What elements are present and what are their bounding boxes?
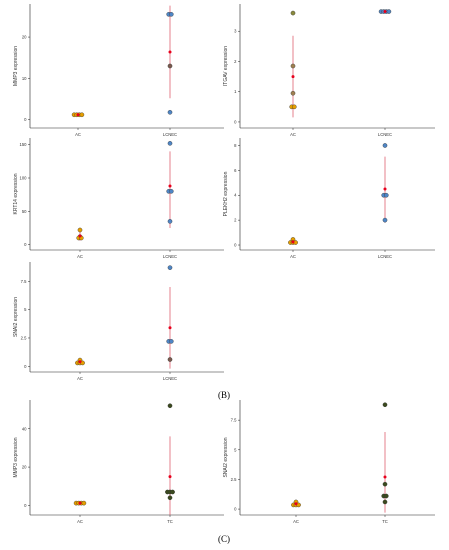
chart-7-xtick-label: TC bbox=[382, 519, 388, 524]
chart-3-mean-point-lcnec bbox=[168, 184, 172, 188]
chart-3-point-lcnec bbox=[168, 189, 174, 194]
chart-2-mean-point-lcnec bbox=[383, 10, 387, 14]
chart-4-ytick-label: 4 bbox=[234, 193, 237, 198]
chart-1-ytick-label: 0 bbox=[24, 117, 27, 122]
chart-6-mean-point-ac bbox=[78, 501, 82, 505]
chart-1-ytick-label: 10 bbox=[22, 76, 27, 81]
chart-7-xtick-label: AC bbox=[293, 519, 299, 524]
chart-6-ytick-label: 0 bbox=[24, 503, 27, 508]
chart-2-xtick-label: AC bbox=[290, 132, 296, 137]
chart-4-ytick-label: 2 bbox=[234, 218, 237, 223]
chart-1-point-lcnec bbox=[167, 63, 173, 69]
chart-7-point-tc bbox=[382, 481, 388, 487]
chart-4-xtick-label: LCNEC bbox=[378, 254, 392, 259]
chart-2-ytick-label: 2 bbox=[234, 59, 237, 64]
chart-3-mean-point-ac bbox=[78, 234, 82, 238]
chart-5-ytick-label: 2.5 bbox=[21, 335, 27, 340]
chart-7-point-tc bbox=[382, 499, 388, 505]
chart-4-ytick-label: 6 bbox=[234, 168, 237, 173]
chart-1-point-lcnec bbox=[167, 109, 173, 115]
chart-2-mean-point-ac bbox=[291, 75, 295, 79]
chart-7-ytick-label: 2.5 bbox=[231, 477, 237, 482]
chart-1-xtick-label: AC bbox=[75, 132, 81, 137]
chart-7-ytick-label: 5 bbox=[234, 447, 237, 452]
chart-5-ytick-label: 0 bbox=[24, 364, 27, 369]
chart-7-ylabel: SNAI2 expression bbox=[223, 437, 229, 477]
chart-3-xtick-label: AC bbox=[77, 254, 83, 259]
chart-5-point-lcnec bbox=[167, 357, 173, 362]
chart-6-ytick-label: 40 bbox=[22, 426, 27, 431]
chart-7-point-tc bbox=[382, 402, 388, 408]
chart-2-ytick-label: 1 bbox=[234, 89, 237, 94]
chart-7-point-tc bbox=[383, 493, 389, 499]
chart-4-ytick-label: 0 bbox=[234, 243, 237, 248]
chart-5-ytick-label: 7.5 bbox=[21, 279, 27, 284]
chart-3-ylabel: KRT14 expression bbox=[13, 173, 19, 214]
chart-3-ytick-label: 50 bbox=[22, 209, 27, 214]
chart-2-xtick-label: LCNEC bbox=[378, 132, 392, 137]
chart-2-point-ac bbox=[290, 90, 296, 96]
chart-7-mean-point-ac bbox=[294, 502, 298, 506]
chart-2-ytick-label: 3 bbox=[234, 29, 237, 34]
chart-1-mean-point-lcnec bbox=[168, 50, 172, 54]
chart-6-xtick-label: TC bbox=[167, 519, 173, 524]
chart-1-ytick-label: 20 bbox=[22, 35, 27, 40]
chart-3-ytick-label: 0 bbox=[24, 242, 27, 247]
chart-4-xtick-label: AC bbox=[290, 254, 296, 259]
chart-3-point-ac bbox=[77, 227, 83, 233]
chart-1-mean-point-ac bbox=[76, 113, 80, 117]
chart-6-point-tc bbox=[170, 489, 175, 495]
chart-4-ylabel: PLEKH2 expression bbox=[223, 171, 229, 216]
chart-3-ytick-label: 100 bbox=[20, 176, 28, 181]
chart-7-ytick-label: 0 bbox=[234, 507, 237, 512]
chart-4-point-lcnec bbox=[383, 192, 389, 198]
chart-4-ytick-label: 8 bbox=[234, 143, 237, 148]
chart-3-point-lcnec bbox=[167, 141, 173, 146]
chart-5-ytick-label: 5 bbox=[24, 307, 27, 312]
chart-6-ytick-label: 20 bbox=[22, 465, 27, 470]
chart-2-point-ac bbox=[291, 104, 297, 110]
chart-2-point-ac bbox=[290, 63, 296, 69]
chart-6-ylabel: MMP3 expression bbox=[13, 437, 19, 477]
chart-5-mean-point-lcnec bbox=[168, 326, 172, 330]
chart-6-xtick-label: AC bbox=[77, 519, 83, 524]
chart-2-ylabel: ITGAV expression bbox=[223, 46, 229, 86]
chart-1-point-lcnec bbox=[168, 12, 174, 17]
chart-7-mean-point-tc bbox=[383, 475, 387, 479]
chart-6-point-tc bbox=[167, 403, 173, 409]
chart-6-mean-point-tc bbox=[168, 475, 172, 479]
chart-5-point-lcnec bbox=[168, 339, 174, 344]
chart-1-xtick-label: LCNEC bbox=[163, 132, 177, 137]
chart-6-point-tc bbox=[167, 495, 173, 501]
chart-1-ylabel: MMP3 expression bbox=[13, 46, 19, 86]
panel-label-b: (B) bbox=[218, 390, 230, 400]
chart-7-ytick-label: 7.5 bbox=[231, 418, 237, 423]
chart-5-mean-point-ac bbox=[78, 360, 82, 364]
panel-label-c: (C) bbox=[218, 534, 230, 544]
chart-4-mean-point-lcnec bbox=[383, 187, 387, 191]
chart-3-ytick-label: 150 bbox=[20, 142, 28, 147]
chart-5-point-lcnec bbox=[167, 265, 173, 270]
chart-5-xtick-label: AC bbox=[77, 376, 83, 381]
chart-4-point-lcnec bbox=[382, 143, 388, 148]
chart-5-xtick-label: LCNEC bbox=[163, 376, 177, 381]
chart-3-xtick-label: LCNEC bbox=[163, 254, 177, 259]
chart-4-mean-point-ac bbox=[291, 240, 295, 244]
chart-6-point-ac bbox=[81, 500, 87, 506]
chart-2-point-lcnec bbox=[386, 9, 392, 14]
chart-2-ytick-label: 0 bbox=[234, 119, 237, 124]
chart-2-point-ac bbox=[290, 10, 296, 16]
chart-3-point-lcnec bbox=[167, 219, 173, 224]
chart-5-ylabel: SNAI2 expression bbox=[13, 297, 19, 337]
chart-1-point-ac bbox=[79, 112, 85, 118]
chart-4-point-lcnec bbox=[382, 217, 388, 223]
